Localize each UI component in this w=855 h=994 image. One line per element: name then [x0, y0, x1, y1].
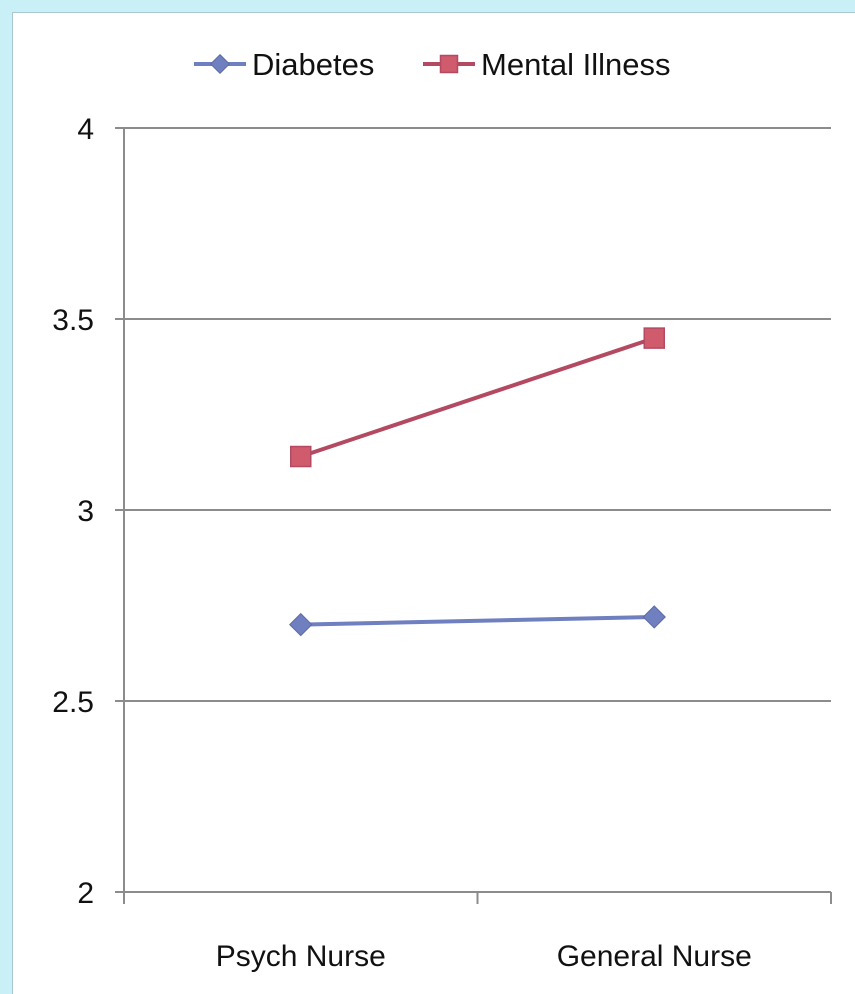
y-tick-label: 4: [77, 113, 94, 146]
legend-marker: [209, 53, 231, 75]
data-point-mental-illness: [290, 445, 312, 468]
series-lines: [289, 327, 666, 637]
data-point-diabetes: [289, 612, 313, 637]
legend-label: Mental Illness: [481, 47, 671, 82]
chart-area: 2 2.5 3 3.5 4 Psych Nurse General Nurse Diabet…: [12, 12, 855, 994]
legend: Diabetes Mental Illness: [194, 47, 671, 82]
y-tick-label: 3: [77, 495, 94, 528]
y-tick-label: 2.5: [52, 686, 94, 719]
axes: 2 2.5 3 3.5 4 Psych Nurse General Nurse: [52, 113, 832, 973]
y-tick-label: 2: [77, 877, 94, 910]
data-point-mental-illness: [643, 327, 665, 349]
line-chart: 2 2.5 3 3.5 4 Psych Nurse General Nurse Diabet…: [52, 47, 832, 973]
data-point-diabetes: [642, 605, 666, 629]
series-line-diabetes: [300, 614, 655, 627]
series-line-mental-illness: [300, 336, 655, 459]
legend-marker: [439, 54, 459, 74]
x-tick-label: Psych Nurse: [216, 940, 386, 973]
y-tick-label: 3.5: [52, 304, 94, 337]
x-tick-label: General Nurse: [557, 940, 752, 973]
legend-label: Diabetes: [252, 47, 374, 82]
gridlines: [124, 127, 831, 702]
